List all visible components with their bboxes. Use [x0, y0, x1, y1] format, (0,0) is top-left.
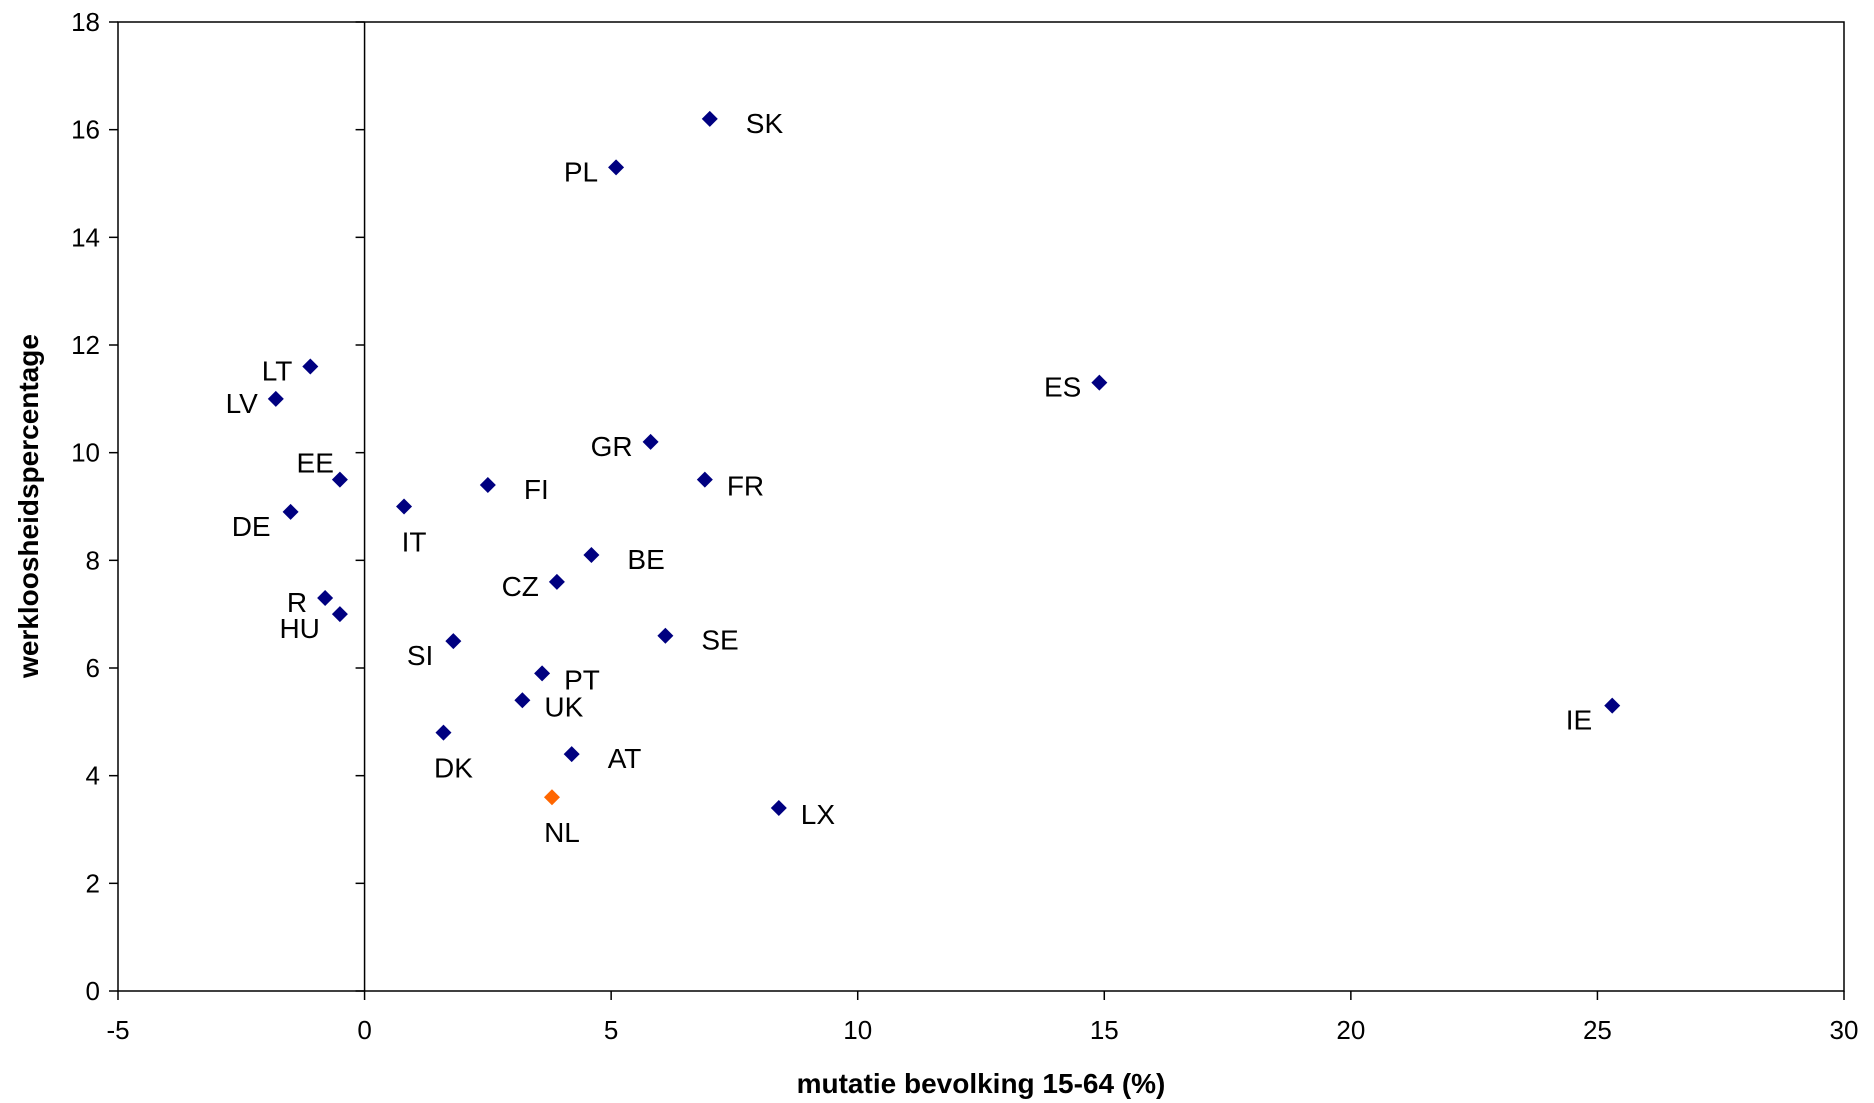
point-uk [514, 692, 531, 709]
point-label-ee: EE [297, 448, 334, 479]
point-hu [331, 606, 348, 623]
point-label-nl: NL [544, 817, 580, 848]
y-tick-label: 12 [71, 330, 100, 360]
y-axis-title: werkloosheidspercentage [13, 334, 44, 679]
x-axis-title: mutatie bevolking 15-64 (%) [797, 1068, 1166, 1099]
point-label-si: SI [407, 640, 433, 671]
point-label-hu: HU [279, 613, 319, 644]
point-cz [548, 573, 565, 590]
point-label-be: BE [627, 544, 664, 575]
point-lt [302, 358, 319, 375]
x-tick-label: 15 [1090, 1015, 1119, 1045]
x-tick-label: 20 [1336, 1015, 1365, 1045]
point-label-ie: IE [1566, 705, 1592, 736]
y-tick-label: 0 [86, 976, 100, 1006]
point-label-gr: GR [591, 431, 633, 462]
point-label-uk: UK [544, 691, 583, 722]
point-pt [534, 665, 551, 682]
point-label-fi: FI [524, 474, 549, 505]
point-sk [701, 110, 718, 127]
point-label-se: SE [701, 625, 738, 656]
point-nl [543, 789, 560, 806]
y-tick-label: 4 [86, 761, 100, 791]
y-tick-label: 10 [71, 438, 100, 468]
axes [109, 21, 1845, 1000]
x-tick-label: -5 [106, 1015, 129, 1045]
plot-area-border [117, 21, 1845, 992]
point-es [1091, 374, 1108, 391]
y-tick-label: 8 [86, 545, 100, 575]
point-it [396, 498, 413, 515]
point-label-it: IT [402, 527, 427, 558]
point-label-dk: DK [434, 753, 473, 784]
point-gr [642, 433, 659, 450]
y-tick-label: 18 [71, 7, 100, 37]
point-label-fr: FR [727, 471, 764, 502]
point-ee [331, 471, 348, 488]
point-label-lt: LT [262, 356, 293, 387]
point-label-r: R [287, 587, 307, 618]
point-label-sk: SK [746, 108, 784, 139]
point-label-de: DE [232, 511, 271, 542]
point-lx [770, 799, 787, 816]
point-fr [696, 471, 713, 488]
x-tick-label: 30 [1830, 1015, 1859, 1045]
x-tick-label: 10 [843, 1015, 872, 1045]
point-lv [267, 390, 284, 407]
point-label-lx: LX [801, 799, 836, 830]
x-tick-label: 5 [604, 1015, 618, 1045]
x-tick-label: 25 [1583, 1015, 1612, 1045]
x-tick-label: 0 [357, 1015, 371, 1045]
point-ie [1604, 697, 1621, 714]
y-tick-label: 14 [71, 222, 100, 252]
data-points [267, 110, 1621, 816]
y-tick-label: 16 [71, 115, 100, 145]
point-label-lv: LV [226, 388, 258, 419]
point-se [657, 627, 674, 644]
point-pl [608, 159, 625, 176]
y-tick-label: 2 [86, 868, 100, 898]
point-r [317, 590, 334, 607]
point-label-at: AT [608, 743, 642, 774]
point-fi [479, 476, 496, 493]
point-at [563, 746, 580, 763]
point-si [445, 633, 462, 650]
y-tick-label: 6 [86, 653, 100, 683]
point-de [282, 503, 299, 520]
point-label-pt: PT [564, 664, 600, 695]
point-label-es: ES [1044, 372, 1081, 403]
point-dk [435, 724, 452, 741]
point-be [583, 546, 600, 563]
point-label-pl: PL [564, 156, 598, 187]
point-label-cz: CZ [502, 571, 539, 602]
